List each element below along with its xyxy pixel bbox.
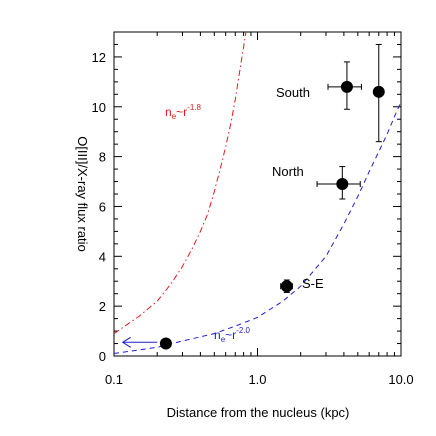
y-tick-label: 2: [99, 299, 106, 314]
plot-frame: [113, 31, 402, 357]
nucleus-arrow: [121, 336, 158, 348]
x-axis-title: Distance from the nucleus (kpc): [167, 405, 350, 420]
blue-model-curve: [113, 101, 402, 354]
se-label: S-E: [302, 276, 324, 291]
y-tick-label: 12: [92, 50, 106, 65]
data-point: [372, 85, 385, 98]
data-point: [340, 80, 353, 93]
data-point: [336, 178, 349, 191]
y-axis-title: O[III]/X-ray flux ratio: [75, 136, 90, 252]
south-label: South: [276, 85, 310, 100]
x-axis-ticks: 0.1 1.0 10.0: [105, 32, 414, 387]
x-tick-label: 0.1: [105, 372, 123, 387]
y-tick-label: 6: [99, 199, 106, 214]
x-tick-label: 10.0: [388, 372, 413, 387]
x-tick-label: 1.0: [248, 372, 266, 387]
y-axis-ticks: 0 2 4 6 8 10 12: [92, 31, 401, 364]
data-point: [280, 280, 293, 293]
y-tick-label: 4: [99, 249, 106, 264]
y-tick-label: 0: [99, 349, 106, 364]
data-point: [159, 337, 172, 350]
data-points: [159, 43, 385, 350]
y-tick-label: 8: [99, 150, 106, 165]
model-curves: [113, 31, 402, 354]
y-tick-label: 10: [92, 100, 106, 115]
north-label: North: [272, 164, 304, 179]
red-model-curve: [113, 31, 247, 335]
red-curve-label: ne~r-1.8: [165, 103, 201, 121]
blue-curve-label: ne~r-2.0: [214, 326, 250, 344]
